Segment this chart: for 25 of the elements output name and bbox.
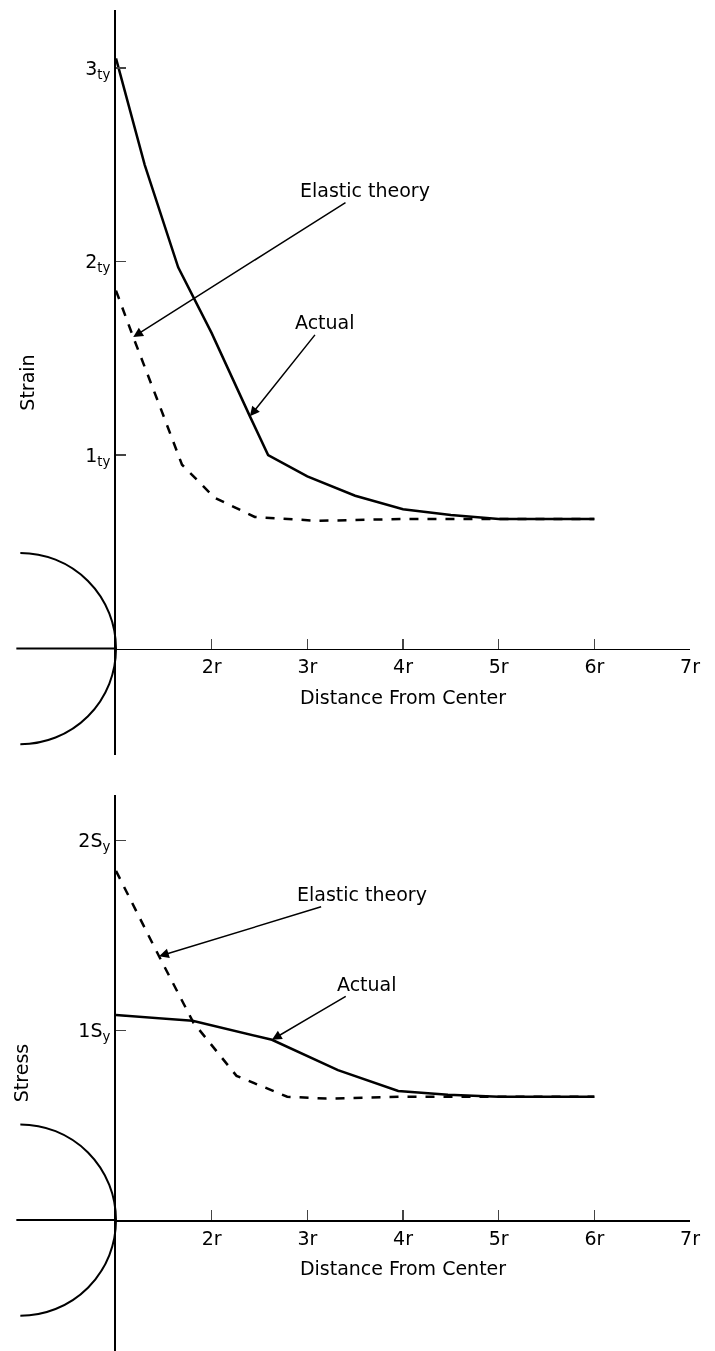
x-tick-label: 6r	[584, 1226, 605, 1249]
y-axis-title: Stress	[9, 1043, 32, 1103]
y-tick-label: 2$_{ty}$	[85, 250, 111, 276]
x-tick-label: 7r	[680, 655, 701, 678]
y-tick-label: 1$_{ty}$	[85, 443, 111, 469]
y-tick-label: 1S$_{y}$	[78, 1018, 111, 1044]
annotation: Elastic theory	[297, 883, 427, 905]
x-tick-label: 4r	[393, 1226, 414, 1249]
x-tick-label: 4r	[393, 655, 414, 678]
annotation: Actual	[295, 311, 355, 333]
x-tick-label: 3r	[297, 1226, 318, 1249]
x-axis-title: Distance From Center	[299, 1257, 507, 1280]
annotation: Actual	[337, 973, 397, 995]
x-tick-label: 2r	[201, 1226, 222, 1249]
x-tick-label: 6r	[584, 655, 605, 678]
x-axis-title: Distance From Center	[299, 685, 507, 708]
y-axis-title: Strain	[16, 354, 39, 411]
x-tick-label: 5r	[488, 1226, 509, 1249]
x-tick-label: 5r	[488, 655, 509, 678]
annotation: Elastic theory	[300, 179, 430, 201]
x-tick-label: 3r	[297, 655, 318, 678]
x-tick-label: 2r	[201, 655, 222, 678]
y-tick-label: 2S$_{y}$	[78, 829, 111, 855]
x-tick-label: 7r	[680, 1226, 701, 1249]
y-tick-label: 3$_{ty}$	[85, 56, 111, 82]
